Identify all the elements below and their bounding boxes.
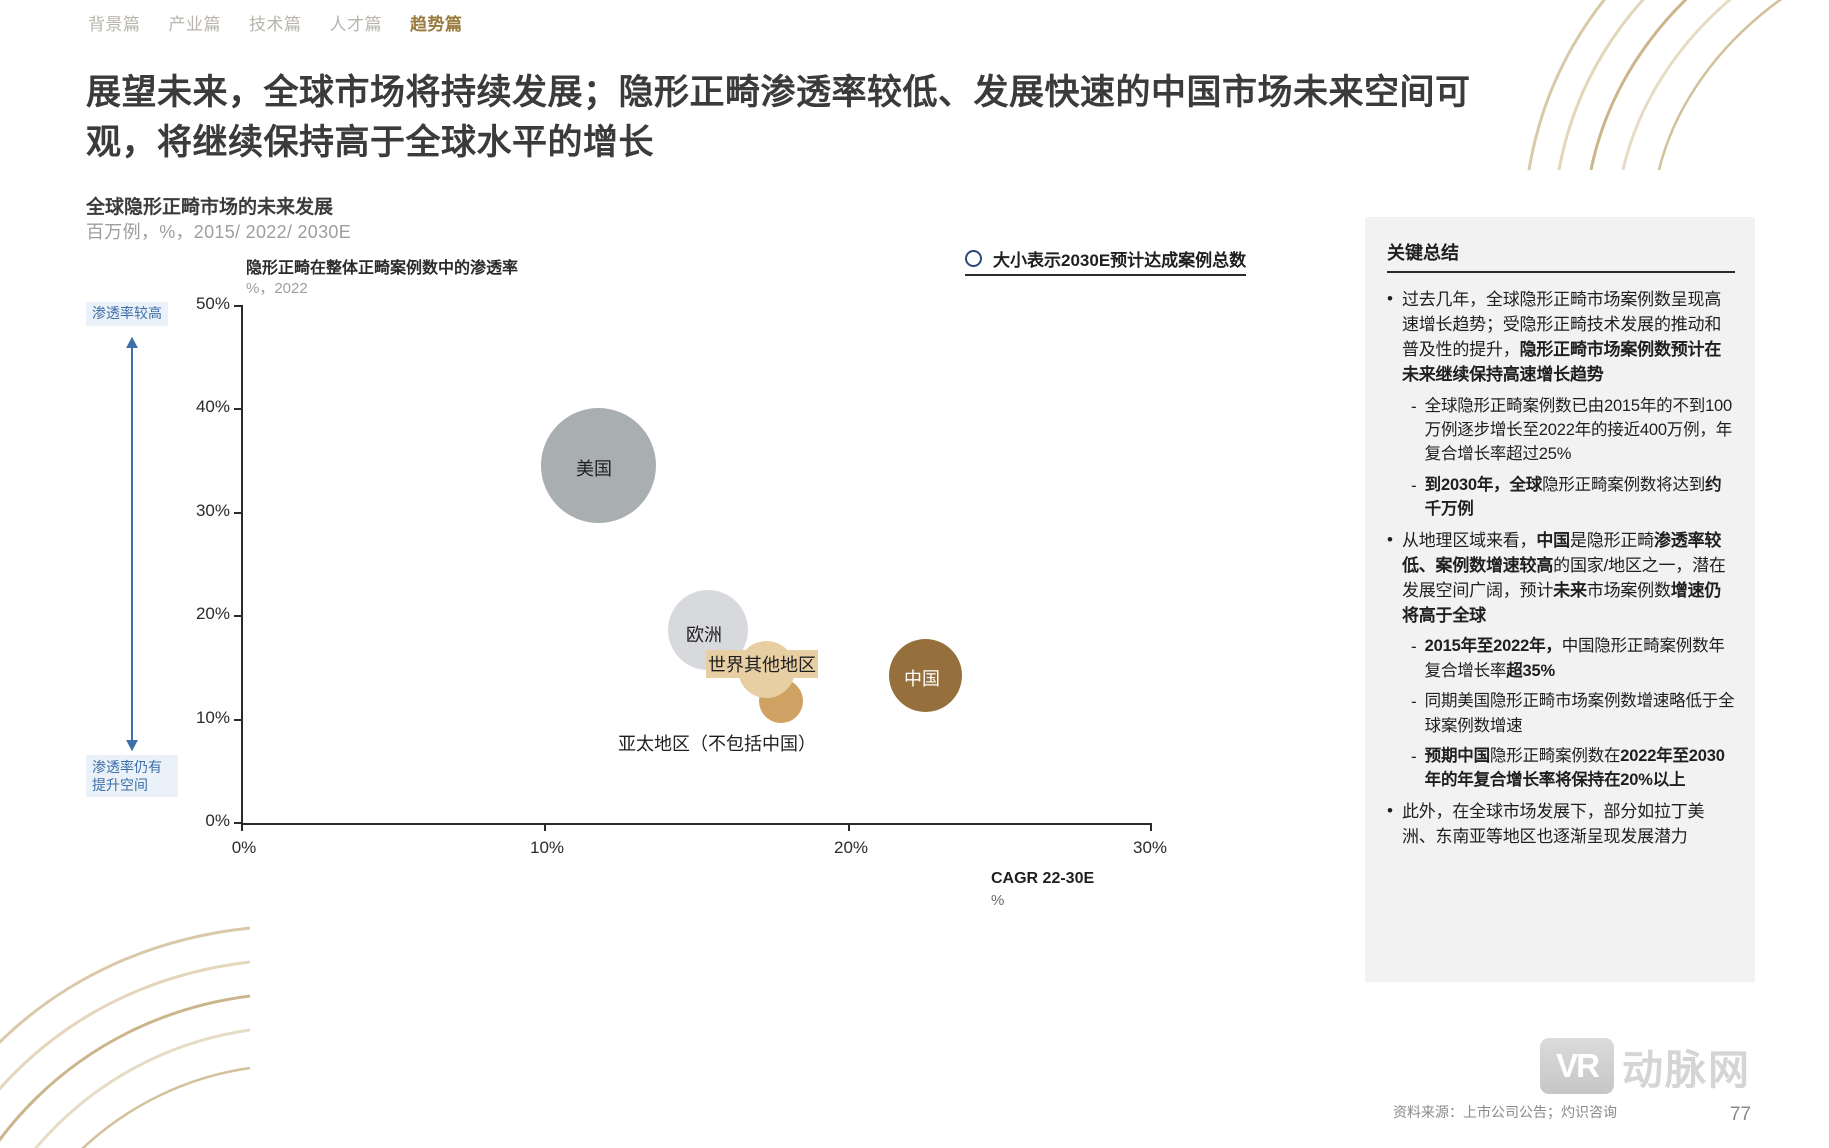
- y-tick-label-50: 50%: [195, 294, 230, 313]
- chart-title: 全球隐形正畸市场的未来发展: [86, 197, 334, 218]
- dash-marker-icon: -: [1411, 637, 1417, 657]
- bullet-marker-icon: •: [1387, 289, 1393, 308]
- y-axis-title: 隐形正畸在整体正畸案例数中的渗透率: [246, 260, 519, 277]
- legend-label: 大小表示2030E预计达成案例总数: [993, 251, 1247, 270]
- nav-item-industry[interactable]: 产业篇: [168, 15, 221, 34]
- y-tick-mark-40: [234, 408, 242, 410]
- x-tick-label-20: 20%: [833, 838, 869, 857]
- source-note: 资料来源：上市公司公告；灼识咨询: [1393, 1104, 1617, 1120]
- sub-bullet-item: - 预期中国隐形正畸案例数在2022年至2030年的年复合增长率将保持在20%以上: [1411, 744, 1735, 793]
- dash-marker-icon: -: [1411, 692, 1417, 712]
- bullet-text: 预期中国隐形正畸案例数在2022年至2030年的年复合增长率将保持在20%以上: [1424, 746, 1725, 790]
- bullet-text: 全球隐形正畸案例数已由2015年的不到100万例逐步增长至2022年的接近400…: [1424, 396, 1733, 464]
- bullet-item: • 此外，在全球市场发展下，部分如拉丁美洲、东南亚等地区也逐渐呈现发展潜力: [1387, 799, 1735, 849]
- y-axis-units: %，2022: [246, 280, 308, 297]
- bullet-marker-icon: •: [1387, 529, 1393, 549]
- penetration-axis-arrow: [126, 337, 138, 751]
- panel-title: 关键总结: [1387, 243, 1459, 263]
- annotation-low-penetration: 渗透率仍有提升空间: [86, 755, 178, 798]
- bullet-text: 2015年至2022年，中国隐形正畸案例数年复合增长率超35%: [1424, 637, 1725, 680]
- y-tick-mark-0: [234, 822, 242, 824]
- dash-marker-icon: -: [1411, 475, 1417, 495]
- dash-marker-icon: -: [1411, 746, 1417, 766]
- x-tick-mark-0: [241, 823, 243, 831]
- x-tick-mark-10: [544, 823, 546, 831]
- y-axis-line: [241, 305, 243, 823]
- x-tick-label-0: 0%: [231, 838, 257, 857]
- bullet-text: 过去几年，全球隐形正畸市场案例数呈现高速增长趋势；受隐形正畸技术发展的推动和普及…: [1401, 290, 1722, 385]
- bullet-text: 同期美国隐形正畸市场案例数增速略低于全球案例数增速: [1424, 692, 1735, 735]
- decorative-swirl-top-right: [1519, 0, 1829, 170]
- bubble-label-rest-of-world: 世界其他地区: [706, 650, 818, 678]
- y-tick-mark-10: [234, 719, 242, 721]
- bubble-label-china: 中国: [904, 669, 940, 689]
- y-tick-mark-50: [234, 305, 242, 307]
- y-tick-label-20: 20%: [195, 604, 230, 623]
- bubble-chart: 隐形正畸在整体正畸案例数中的渗透率 %，2022 渗透率较高 渗透率仍有提升空间…: [86, 250, 1167, 910]
- key-summary-panel: 关键总结 • 过去几年，全球隐形正畸市场案例数呈现高速增长趋势；受隐形正畸技术发展…: [1365, 217, 1755, 982]
- page-number: 77: [1729, 1104, 1751, 1125]
- sub-bullet-item: - 全球隐形正畸案例数已由2015年的不到100万例逐步增长至2022年的接近40…: [1411, 394, 1735, 467]
- watermark-badge-icon: VR: [1540, 1038, 1614, 1094]
- nav-item-technology[interactable]: 技术篇: [249, 15, 302, 34]
- y-tick-label-0: 0%: [205, 811, 230, 830]
- section-nav: 背景篇 产业篇 技术篇 人才篇 趋势篇: [88, 10, 463, 35]
- bullet-item: • 从地理区域来看，中国是隐形正畸渗透率较低、案例数增速较高的国家/地区之一，潜在…: [1387, 528, 1735, 629]
- annotation-high-penetration: 渗透率较高: [86, 302, 168, 326]
- dash-marker-icon: -: [1411, 396, 1417, 416]
- bullet-text: 到2030年，全球隐形正畸案例数将达到约千万例: [1424, 475, 1722, 519]
- y-tick-label-40: 40%: [195, 397, 230, 416]
- bullet-item: • 过去几年，全球隐形正畸市场案例数呈现高速增长趋势；受隐形正畸技术发展的推动和普…: [1387, 287, 1735, 388]
- x-tick-label-10: 10%: [529, 838, 565, 857]
- y-tick-label-30: 30%: [195, 501, 230, 520]
- y-tick-label-10: 10%: [195, 708, 230, 727]
- x-axis-units: %: [991, 892, 1005, 909]
- sub-bullet-item: - 同期美国隐形正畸市场案例数增速略低于全球案例数增速: [1411, 689, 1735, 738]
- chart-units: 百万例，%，2015/ 2022/ 2030E: [86, 222, 352, 242]
- panel-divider: [1387, 271, 1735, 273]
- sub-bullet-item: - 到2030年，全球隐形正畸案例数将达到约千万例: [1411, 473, 1735, 522]
- bubble-label-europe: 欧洲: [686, 625, 722, 645]
- bubble-china[interactable]: [889, 639, 962, 712]
- bubble-us[interactable]: [541, 408, 656, 523]
- bullet-text: 此外，在全球市场发展下，部分如拉丁美洲、东南亚等地区也逐渐呈现发展潜力: [1401, 801, 1705, 846]
- x-tick-mark-30: [1150, 823, 1152, 831]
- sub-bullet-item: -2015年至2022年，中国隐形正畸案例数年复合增长率超35%: [1411, 634, 1735, 683]
- bubble-label-us: 美国: [576, 459, 612, 479]
- panel-bullet-list: • 过去几年，全球隐形正畸市场案例数呈现高速增长趋势；受隐形正畸技术发展的推动和普…: [1387, 287, 1735, 849]
- x-tick-label-30: 30%: [1132, 838, 1168, 857]
- decorative-swirl-bottom-left: [0, 918, 250, 1148]
- nav-item-background[interactable]: 背景篇: [88, 15, 141, 34]
- chart-legend: 大小表示2030E预计达成案例总数: [965, 246, 1247, 276]
- y-tick-mark-20: [234, 615, 242, 617]
- bullet-text: 从地理区域来看，中国是隐形正畸渗透率较低、案例数增速较高的国家/地区之一，潜在发…: [1401, 530, 1726, 626]
- watermark-text: 动脉网: [1622, 1047, 1751, 1093]
- page-title: 展望未来，全球市场将持续发展；隐形正畸渗透率较低、发展快速的中国市场未来空间可观…: [86, 73, 1471, 162]
- bubble-label-apac-ex-china: 亚太地区（不包括中国）: [618, 734, 816, 754]
- y-tick-mark-30: [234, 512, 242, 514]
- watermark: VR 动脉网: [1540, 1036, 1751, 1096]
- circle-outline-icon: [965, 250, 982, 267]
- x-tick-mark-20: [848, 823, 850, 831]
- x-axis-title: CAGR 22-30E: [991, 870, 1095, 887]
- bullet-marker-icon: •: [1387, 800, 1393, 820]
- nav-item-trends[interactable]: 趋势篇: [410, 15, 463, 34]
- nav-item-talent[interactable]: 人才篇: [329, 15, 382, 34]
- x-axis-line: [241, 823, 1151, 825]
